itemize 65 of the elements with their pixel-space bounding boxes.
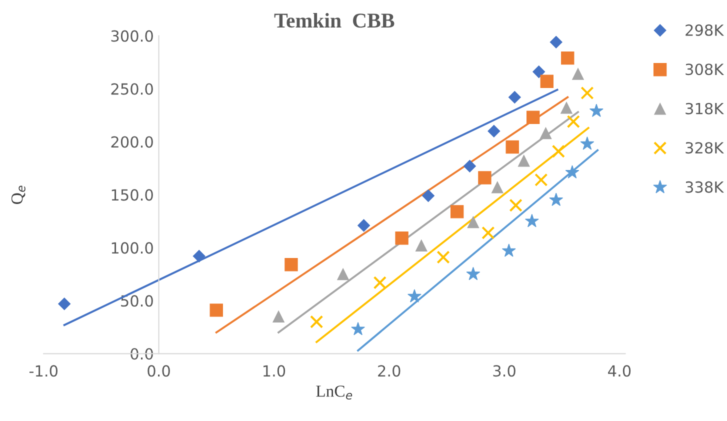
x-tick-label: 3.0 bbox=[493, 365, 516, 377]
point bbox=[550, 36, 562, 48]
legend-label: 328K bbox=[686, 142, 724, 154]
point bbox=[561, 51, 574, 65]
point bbox=[408, 289, 422, 302]
y-tick-label: 150.0 bbox=[112, 189, 153, 201]
point bbox=[540, 74, 554, 88]
point bbox=[565, 165, 580, 178]
point bbox=[373, 276, 387, 290]
x-tick-label: 1.0 bbox=[263, 365, 286, 377]
y-tick-label: 300.0 bbox=[111, 30, 153, 42]
point bbox=[415, 240, 428, 252]
point bbox=[509, 198, 522, 212]
point bbox=[491, 181, 504, 194]
y-tick-label: 0.0 bbox=[130, 348, 153, 360]
point bbox=[566, 115, 580, 128]
point bbox=[572, 68, 584, 80]
point bbox=[518, 154, 530, 167]
point bbox=[482, 226, 495, 240]
point bbox=[422, 190, 435, 202]
point bbox=[506, 140, 519, 154]
point bbox=[526, 110, 540, 124]
point bbox=[284, 258, 298, 272]
x-tick-label: 2.0 bbox=[378, 365, 400, 377]
y-tick-label: 200.0 bbox=[111, 136, 153, 148]
legend-label: 338K bbox=[686, 181, 724, 193]
chart-title: Temkin CBB bbox=[274, 12, 394, 28]
y-tick-label: 250.0 bbox=[111, 83, 153, 95]
point bbox=[192, 250, 206, 262]
point bbox=[466, 266, 480, 280]
point bbox=[395, 232, 408, 245]
point bbox=[532, 66, 546, 78]
point bbox=[210, 304, 223, 317]
point bbox=[436, 250, 450, 264]
point bbox=[58, 298, 71, 310]
point bbox=[524, 214, 539, 228]
point bbox=[580, 136, 594, 150]
point bbox=[450, 205, 464, 218]
point bbox=[502, 244, 516, 257]
point bbox=[337, 268, 349, 280]
point bbox=[508, 90, 521, 104]
point bbox=[467, 216, 480, 228]
point bbox=[534, 173, 548, 186]
point bbox=[549, 192, 564, 206]
point bbox=[552, 144, 566, 158]
point bbox=[464, 160, 476, 172]
legend-label: 298K bbox=[686, 24, 724, 36]
y-tick-label: 100.0 bbox=[112, 242, 153, 254]
y-axis-title: Q$_{e}$ bbox=[11, 186, 26, 204]
point bbox=[540, 127, 552, 140]
point bbox=[272, 310, 284, 322]
point bbox=[358, 219, 370, 232]
point bbox=[589, 104, 604, 117]
x-axis-title: LnC$_{e}$ bbox=[316, 386, 352, 400]
x-tick-label: -1.0 bbox=[29, 365, 58, 377]
point bbox=[351, 322, 365, 336]
legend-label: 308K bbox=[686, 64, 724, 76]
point bbox=[560, 102, 572, 114]
point bbox=[310, 315, 324, 328]
x-tick-label: 4.0 bbox=[608, 365, 631, 377]
point bbox=[478, 171, 492, 184]
legend-label: 318K bbox=[686, 102, 724, 114]
x-tick-label: 0.0 bbox=[148, 365, 170, 377]
point bbox=[488, 124, 500, 138]
point bbox=[580, 86, 594, 100]
